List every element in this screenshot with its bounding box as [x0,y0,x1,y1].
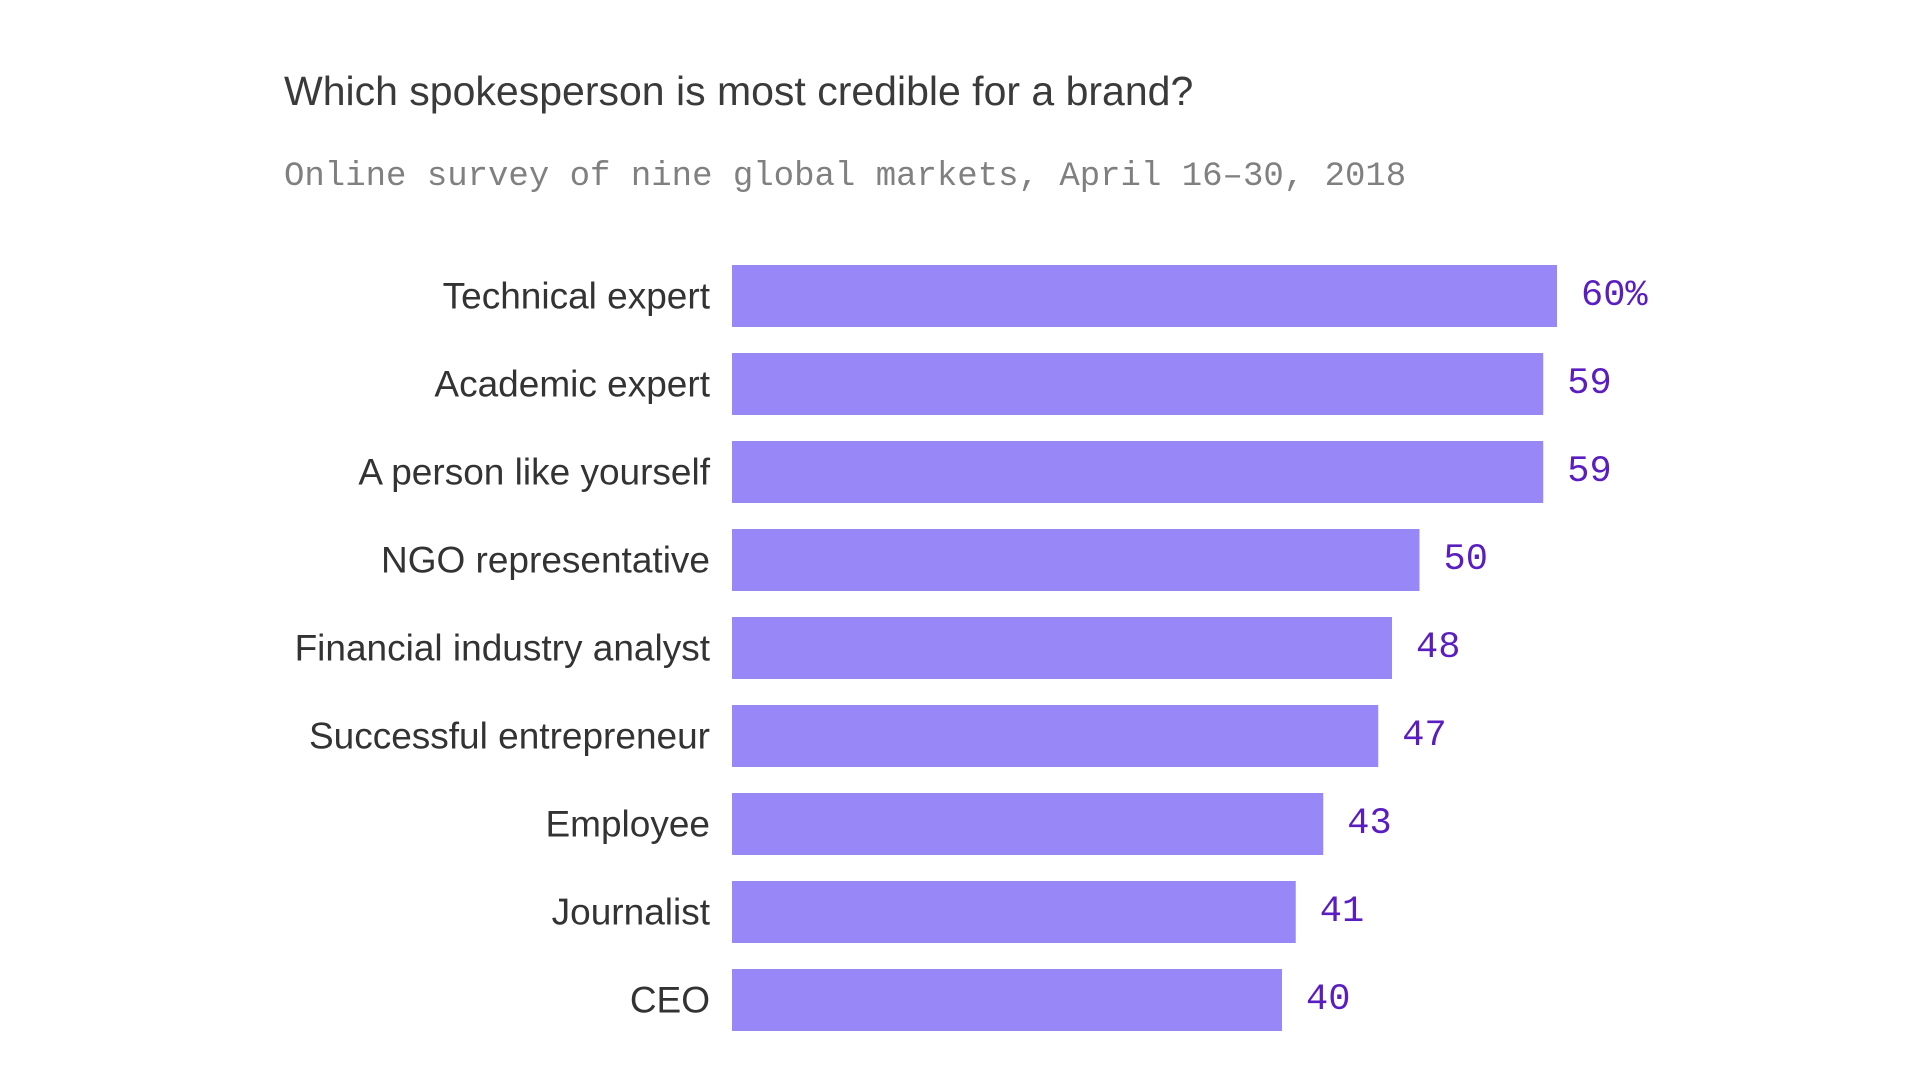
category-label: Successful entrepreneur [309,716,710,757]
category-label: CEO [630,980,710,1021]
bar [732,617,1392,679]
bar-row: CEO 40 [630,969,1350,1031]
bar [732,705,1379,767]
value-label: 59 [1567,451,1611,493]
bar [732,793,1324,855]
value-label: 48 [1416,627,1460,669]
bar-row: Technical expert 60% [443,265,1648,327]
category-label: NGO representative [381,540,710,581]
value-label: 47 [1402,715,1446,757]
value-label: 41 [1320,891,1364,933]
bar [732,529,1420,591]
bar [732,353,1544,415]
chart-title: Which spokesperson is most credible for … [284,68,1194,114]
category-label: Journalist [552,892,711,933]
category-label: Financial industry analyst [295,628,711,669]
category-label: Technical expert [443,276,711,317]
bar [732,969,1282,1031]
bar [732,441,1544,503]
bar-row: Academic expert 59 [434,353,1612,415]
value-label: 40 [1306,979,1350,1021]
chart-subtitle: Online survey of nine global markets, Ap… [284,158,1407,196]
bar-row: Employee 43 [545,793,1392,855]
bar-row: NGO representative 50 [381,529,1488,591]
bar-row: A person like yourself 59 [358,441,1612,503]
value-label: 50 [1444,539,1488,581]
value-label: 43 [1347,803,1391,845]
bar-row: Successful entrepreneur 47 [309,705,1447,767]
category-label: Employee [545,804,710,845]
value-label: 59 [1567,363,1611,405]
category-label: Academic expert [434,364,710,405]
value-label: 60% [1581,275,1648,317]
bar-row: Journalist 41 [552,881,1364,943]
bar [732,265,1557,327]
bar-row: Financial industry analyst 48 [295,617,1460,679]
category-label: A person like yourself [358,452,710,493]
bar [732,881,1296,943]
